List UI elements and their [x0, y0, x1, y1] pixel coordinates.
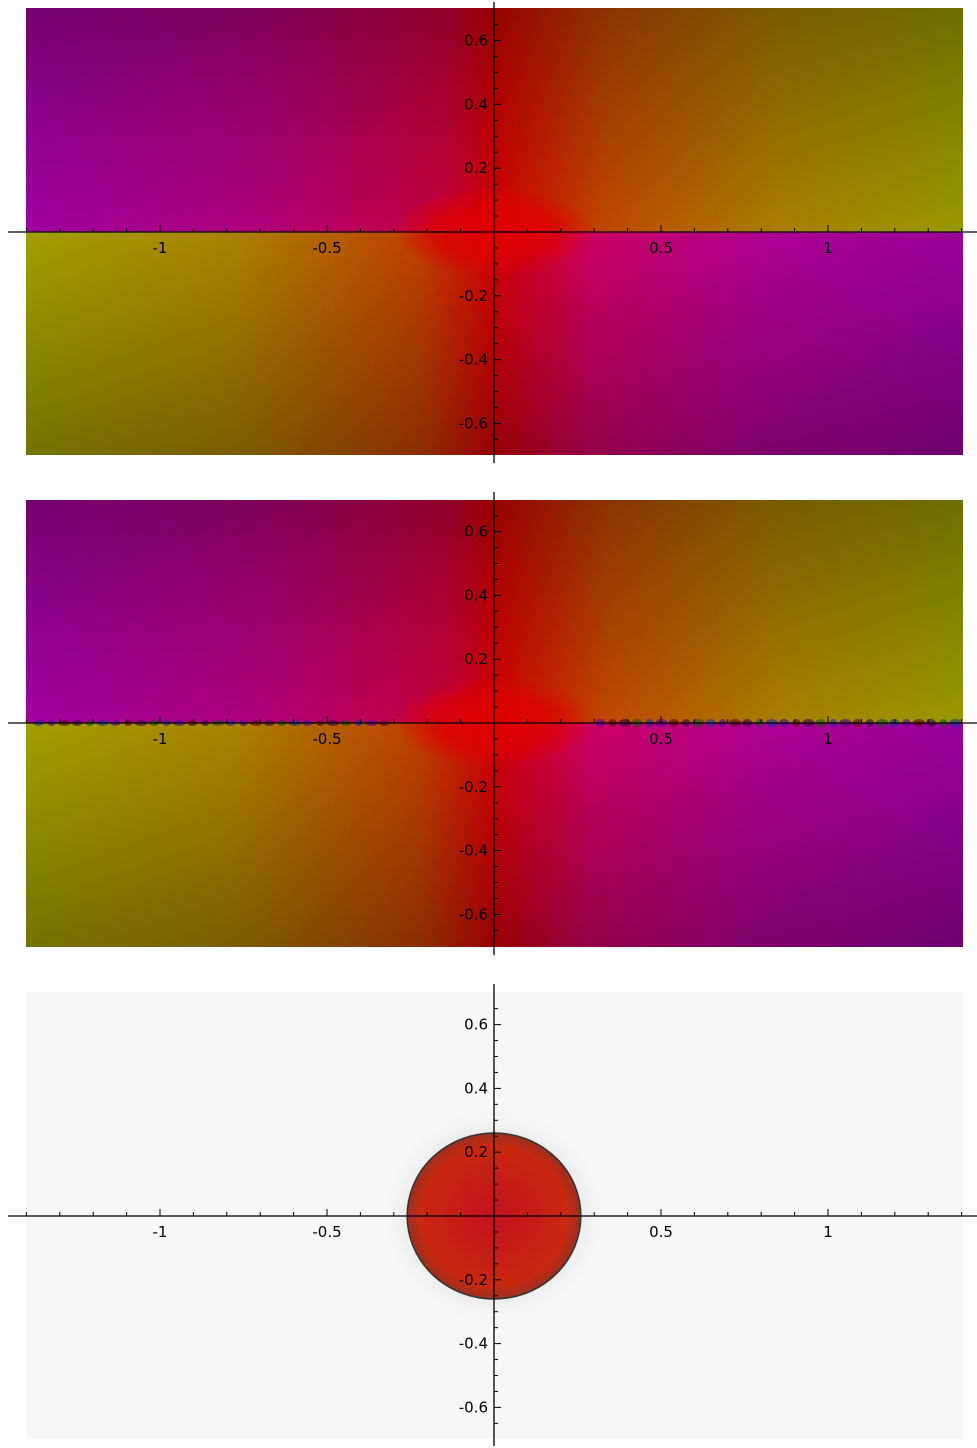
- y-tick-label: -0.2: [459, 287, 488, 305]
- y-tick-label: -0.6: [459, 1398, 488, 1416]
- y-tick-label: 0.4: [464, 95, 488, 113]
- y-tick-label: -0.4: [459, 1335, 488, 1353]
- x-tick-label: -0.5: [312, 1223, 341, 1241]
- y-tick-label: -0.6: [459, 905, 488, 923]
- y-tick-label: -0.2: [459, 778, 488, 796]
- x-tick-label: -0.5: [312, 730, 341, 748]
- y-tick-label: -0.4: [459, 351, 488, 369]
- x-tick-label: 1: [823, 1223, 833, 1241]
- x-tick-label: -1: [153, 1223, 168, 1241]
- x-tick-label: 0.5: [649, 730, 673, 748]
- x-tick-label: -1: [153, 730, 168, 748]
- y-tick-label: 0.4: [464, 1079, 488, 1097]
- plot-panel-3: -1 -0.5 0.5 1 0.6 0.4 0.2 -0.2 -0.4 -0.6: [8, 984, 977, 1446]
- y-tick-label: 0.2: [464, 159, 488, 177]
- x-tick-label: 0.5: [649, 239, 673, 257]
- y-tick-label: 0.2: [464, 650, 488, 668]
- plot-panel-1: -1 -0.5 0.5 1 0.6 0.4 0.2 -0.2 -0.4 -0.6: [8, 2, 977, 463]
- x-tick-label: -0.5: [312, 239, 341, 257]
- y-tick-label: -0.2: [459, 1271, 488, 1289]
- x-tick-label: 0.5: [649, 1223, 673, 1241]
- y-tick-label: -0.4: [459, 842, 488, 860]
- y-tick-label: 0.4: [464, 586, 488, 604]
- plot-panel-2: -1 -0.5 0.5 1 0.6 0.4 0.2 -0.2 -0.4 -0.6: [8, 492, 977, 955]
- x-tick-label: 1: [823, 239, 833, 257]
- y-tick-label: 0.2: [464, 1143, 488, 1161]
- y-tick-label: 0.6: [464, 1016, 488, 1034]
- y-tick-label: 0.6: [464, 32, 488, 50]
- y-tick-label: 0.6: [464, 523, 488, 541]
- x-tick-label: -1: [153, 239, 168, 257]
- x-tick-label: 1: [823, 730, 833, 748]
- y-tick-label: -0.6: [459, 414, 488, 432]
